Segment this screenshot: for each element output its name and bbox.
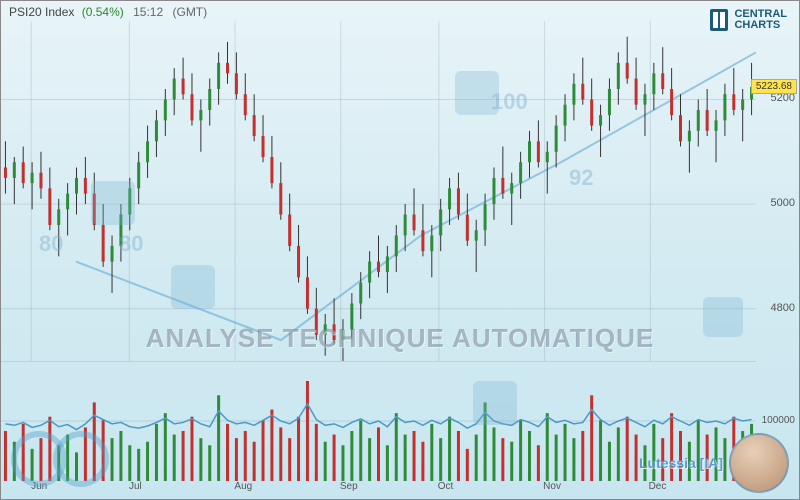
- y-tick: 5200: [771, 92, 795, 104]
- watermark-text: ANALYSE TECHNIQUE AUTOMATIQUE: [1, 323, 799, 354]
- chart-container: PSI20 Index (0.54%) 15:12 (GMT) CENTRAL …: [0, 0, 800, 500]
- decorative-circle-icon: [53, 431, 109, 487]
- timezone: (GMT): [172, 5, 207, 19]
- decorative-icon: [455, 71, 499, 115]
- x-tick: Aug: [234, 481, 252, 492]
- y-tick: 4800: [771, 302, 795, 314]
- avatar-label: Lutessia [IA]: [639, 455, 723, 471]
- x-tick: Oct: [438, 481, 454, 492]
- decorative-icon: [171, 265, 215, 309]
- y-tick: 5000: [771, 197, 795, 209]
- vol-y-tick: 100000: [762, 415, 795, 426]
- avatar-icon[interactable]: [729, 433, 789, 493]
- watermark-label: 80: [39, 231, 63, 257]
- index-name: PSI20 Index: [9, 5, 74, 19]
- decorative-icon: [473, 381, 517, 425]
- price-y-axis: 4800 5000 52005223.68: [754, 21, 799, 361]
- x-axis: JunJulAugSepOctNovDec: [1, 481, 754, 495]
- watermark-label: 80: [119, 231, 143, 257]
- timestamp: 15:12: [133, 5, 163, 19]
- x-tick: Dec: [649, 481, 667, 492]
- x-tick: Nov: [543, 481, 561, 492]
- logo-text: CENTRAL CHARTS: [734, 9, 787, 31]
- watermark-label: 92: [569, 165, 593, 191]
- x-tick: Sep: [340, 481, 358, 492]
- logo-icon: [710, 9, 728, 31]
- brand-logo: CENTRAL CHARTS: [710, 9, 787, 31]
- decorative-icon: [91, 181, 135, 225]
- change-pct: (0.54%): [82, 5, 124, 19]
- current-price-badge: 5223.68: [751, 79, 797, 94]
- chart-header: PSI20 Index (0.54%) 15:12 (GMT): [9, 5, 207, 19]
- x-tick: Jul: [129, 481, 142, 492]
